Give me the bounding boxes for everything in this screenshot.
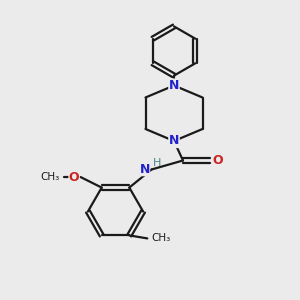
Text: CH₃: CH₃: [40, 172, 60, 182]
Text: N: N: [169, 79, 179, 92]
Text: CH₃: CH₃: [152, 233, 171, 243]
Text: N: N: [140, 163, 150, 176]
Text: H: H: [153, 158, 161, 168]
Text: O: O: [212, 154, 223, 167]
Text: N: N: [169, 134, 179, 148]
Text: O: O: [69, 171, 79, 184]
